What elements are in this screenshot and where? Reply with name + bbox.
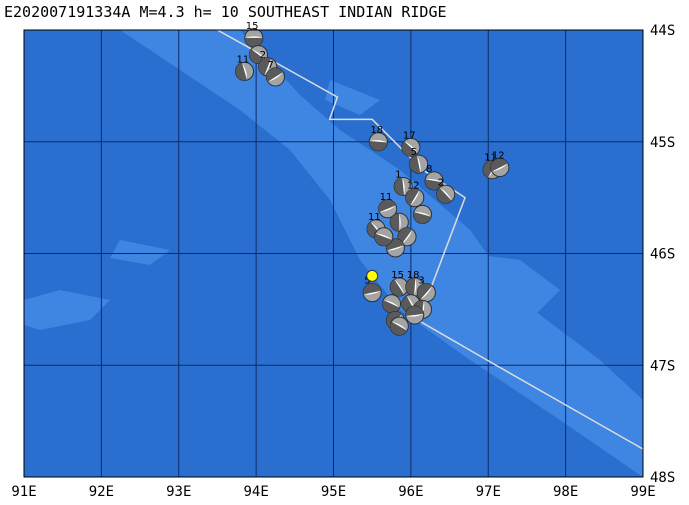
focal-mechanism-icon bbox=[416, 283, 436, 303]
lat-tick-label: 48S bbox=[650, 470, 675, 486]
event-label: 11 bbox=[484, 153, 497, 164]
event-label: 3 bbox=[418, 276, 424, 287]
event-label: 12 bbox=[492, 150, 505, 161]
event-label: 2 bbox=[260, 50, 266, 61]
focal-mechanism-icon bbox=[362, 283, 382, 303]
lat-tick-label: 44S bbox=[650, 23, 675, 39]
event-label: 17 bbox=[403, 130, 416, 141]
lon-tick-label: 95E bbox=[321, 484, 346, 500]
focal-mechanism-icon bbox=[244, 28, 264, 48]
focal-mechanism-icon bbox=[490, 157, 510, 177]
longitude-labels: 91E 92E 93E 94E 95E 96E 97E 98E 99E bbox=[11, 484, 655, 500]
event-label: 5 bbox=[364, 276, 370, 287]
event-label: 11 bbox=[237, 54, 250, 65]
event-label: 11 bbox=[368, 212, 381, 223]
focal-mechanism-icon bbox=[235, 61, 255, 81]
focal-mechanism-icon bbox=[424, 171, 444, 191]
event-label: 15 bbox=[391, 270, 404, 281]
epicenter-marker bbox=[366, 269, 379, 282]
focal-mechanism-icon bbox=[436, 184, 456, 204]
lon-tick-label: 92E bbox=[89, 484, 114, 500]
event-label: 18 bbox=[407, 270, 420, 281]
event-label: 12 bbox=[407, 181, 420, 192]
lat-tick-label: 45S bbox=[650, 135, 675, 151]
focal-mechanism-icon bbox=[401, 137, 421, 157]
focal-mechanism-icon bbox=[405, 188, 425, 208]
lon-tick-label: 98E bbox=[553, 484, 578, 500]
focal-mechanism-icon bbox=[374, 227, 394, 247]
latitude-labels: 44S 45S 46S 47S 48S bbox=[650, 23, 675, 486]
lon-tick-label: 91E bbox=[11, 484, 36, 500]
focal-mechanism-icon bbox=[389, 212, 409, 232]
lon-tick-label: 97E bbox=[476, 484, 501, 500]
event-label: 8 bbox=[426, 164, 432, 175]
lat-tick-label: 47S bbox=[650, 358, 675, 374]
event-label: 15 bbox=[246, 21, 259, 32]
focal-mechanism-icon bbox=[265, 67, 285, 87]
focal-mechanism-icon bbox=[393, 176, 413, 196]
focal-mechanism-icon bbox=[397, 227, 417, 247]
event-label: 2 bbox=[438, 177, 444, 188]
focal-mechanism-icon bbox=[409, 154, 429, 174]
lon-tick-label: 99E bbox=[630, 484, 655, 500]
event-label: 18 bbox=[370, 125, 383, 136]
map-title: E202007191334A M=4.3 h= 10 SOUTHEAST IND… bbox=[4, 3, 447, 21]
event-label: 1 bbox=[395, 169, 401, 180]
focal-mechanism-icon bbox=[405, 305, 425, 325]
focal-mechanism-icon bbox=[368, 132, 388, 152]
event-label: 11 bbox=[380, 192, 393, 203]
lon-tick-label: 96E bbox=[398, 484, 423, 500]
focal-mechanism-icon bbox=[378, 199, 398, 219]
lon-tick-label: 93E bbox=[166, 484, 191, 500]
focal-mechanism-icon bbox=[412, 204, 432, 224]
lon-tick-label: 94E bbox=[243, 484, 268, 500]
event-label: 7 bbox=[267, 60, 273, 71]
focal-mechanism-icon bbox=[382, 294, 402, 314]
event-label: 5 bbox=[411, 147, 417, 158]
lat-tick-label: 46S bbox=[650, 247, 675, 263]
map-frame bbox=[23, 29, 644, 478]
focal-mechanism-icon bbox=[389, 277, 409, 297]
focal-mechanism-icon bbox=[389, 316, 409, 336]
